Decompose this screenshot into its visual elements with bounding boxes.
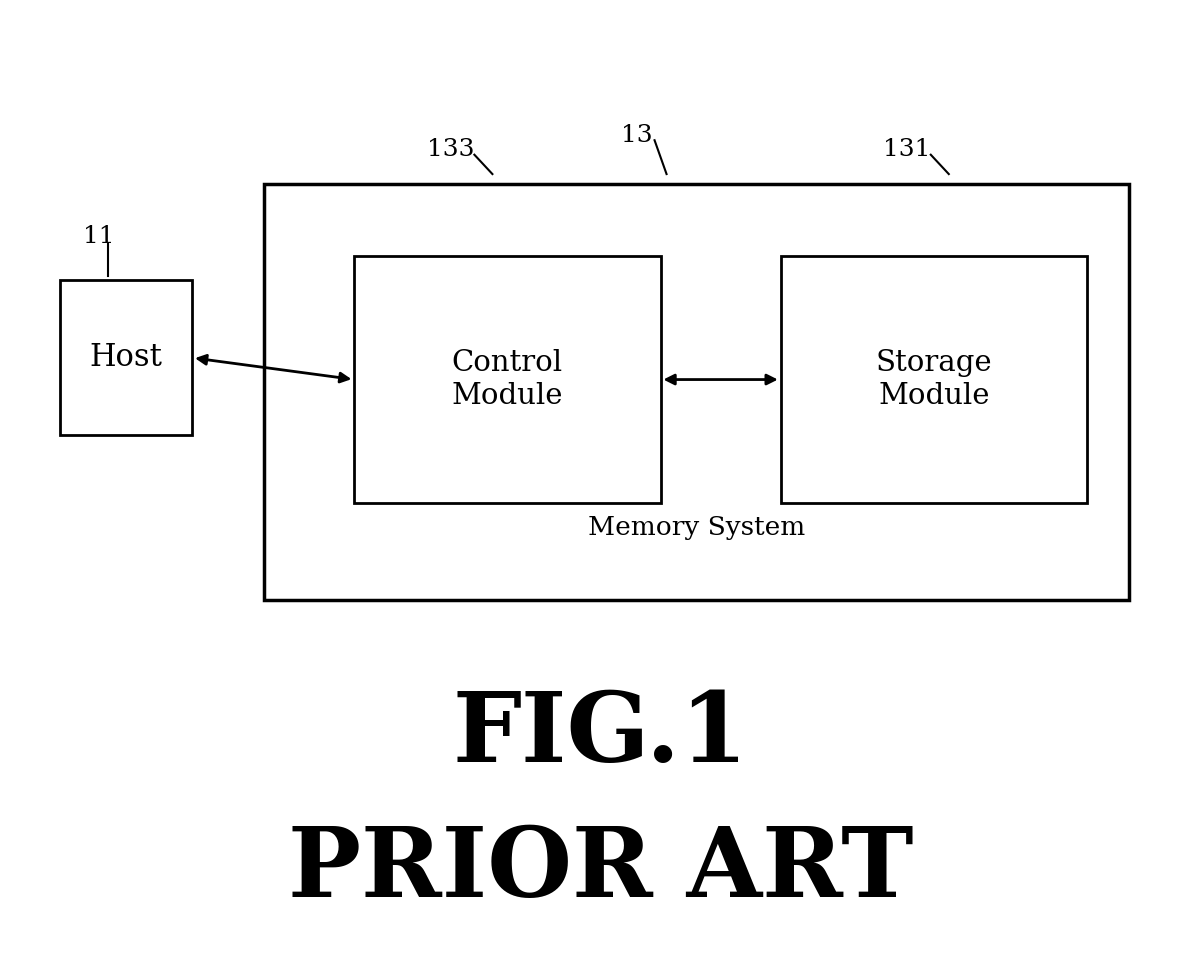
Bar [264, 184, 1129, 600]
Text: 13: 13 [621, 124, 652, 147]
Text: Control
Module: Control Module [452, 349, 563, 410]
Text: PRIOR ART: PRIOR ART [288, 823, 913, 918]
Bar [354, 256, 661, 503]
Text: 133: 133 [426, 138, 474, 161]
Bar [60, 280, 192, 435]
Text: FIG.1: FIG.1 [453, 688, 748, 782]
Text: Host: Host [90, 342, 162, 373]
Text: 11: 11 [83, 225, 114, 249]
Bar [781, 256, 1087, 503]
Text: Memory System: Memory System [588, 514, 805, 540]
Text: Storage
Module: Storage Module [876, 349, 992, 410]
Text: 131: 131 [883, 138, 931, 161]
